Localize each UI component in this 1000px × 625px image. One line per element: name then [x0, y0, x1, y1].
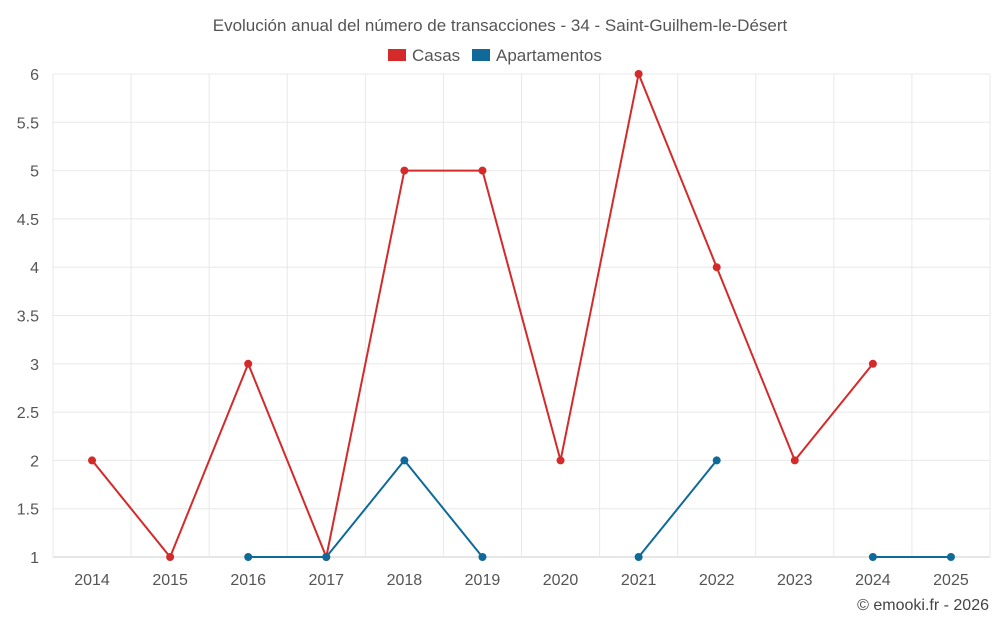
- x-tick-label: 2025: [933, 572, 969, 589]
- data-point[interactable]: [244, 359, 253, 368]
- x-tick-label: 2018: [387, 572, 423, 589]
- legend-label[interactable]: Casas: [412, 46, 460, 65]
- x-tick-label: 2016: [230, 572, 266, 589]
- data-point[interactable]: [400, 456, 409, 465]
- data-point[interactable]: [478, 166, 487, 175]
- series-line: [637, 459, 718, 558]
- y-tick-label: 1: [30, 550, 39, 567]
- x-tick-label: 2019: [465, 572, 501, 589]
- y-tick-label: 5: [30, 164, 39, 181]
- data-point[interactable]: [400, 166, 409, 175]
- series-line: [248, 458, 484, 558]
- y-tick-label: 3: [30, 357, 39, 374]
- y-tick-label: 6: [30, 67, 39, 84]
- data-point[interactable]: [244, 553, 253, 561]
- credit-text: © emooki.fr - 2026: [857, 597, 989, 614]
- data-point[interactable]: [868, 553, 877, 561]
- data-point[interactable]: [946, 553, 955, 561]
- y-tick-label: 5.5: [17, 115, 39, 132]
- y-tick-label: 1.5: [17, 502, 39, 519]
- legend-swatch: [388, 49, 406, 61]
- data-point[interactable]: [634, 553, 643, 561]
- y-tick-label: 2.5: [17, 405, 39, 422]
- legend-swatch: [472, 49, 490, 61]
- x-tick-label: 2015: [152, 572, 188, 589]
- data-point[interactable]: [166, 553, 175, 561]
- x-tick-label: 2023: [777, 572, 813, 589]
- x-tick-label: 2014: [74, 572, 110, 589]
- x-tick-label: 2022: [699, 572, 735, 589]
- series-apartamentos: [244, 456, 955, 561]
- x-tick-label: 2017: [308, 572, 344, 589]
- data-point[interactable]: [868, 359, 877, 368]
- data-point[interactable]: [478, 553, 487, 561]
- x-axis-ticks: 2014 2015 2016 2017 2018 2019 2020 2021 2022 2023…: [74, 572, 969, 589]
- data-point[interactable]: [322, 553, 331, 561]
- y-axis-ticks: 1 1.5 2 2.5 3 3.5 4 4.5 5 5.5 6: [17, 67, 39, 567]
- data-point[interactable]: [556, 456, 565, 465]
- y-tick-label: 4.5: [17, 212, 39, 229]
- chart-title: Evolución anual del número de transaccio…: [213, 16, 788, 35]
- y-tick-label: 4: [30, 260, 39, 277]
- y-tick-label: 2: [30, 453, 39, 470]
- x-tick-label: 2024: [855, 572, 891, 589]
- data-point[interactable]: [712, 263, 721, 272]
- legend: Casas Apartamentos: [388, 46, 602, 65]
- legend-label[interactable]: Apartamentos: [496, 46, 602, 65]
- data-point[interactable]: [634, 70, 643, 78]
- y-tick-label: 3.5: [17, 309, 39, 326]
- data-point[interactable]: [790, 456, 799, 465]
- x-tick-label: 2020: [543, 572, 579, 589]
- x-tick-label: 2021: [621, 572, 657, 589]
- data-point[interactable]: [88, 456, 97, 465]
- series-layer: [88, 70, 955, 561]
- data-point[interactable]: [712, 456, 721, 465]
